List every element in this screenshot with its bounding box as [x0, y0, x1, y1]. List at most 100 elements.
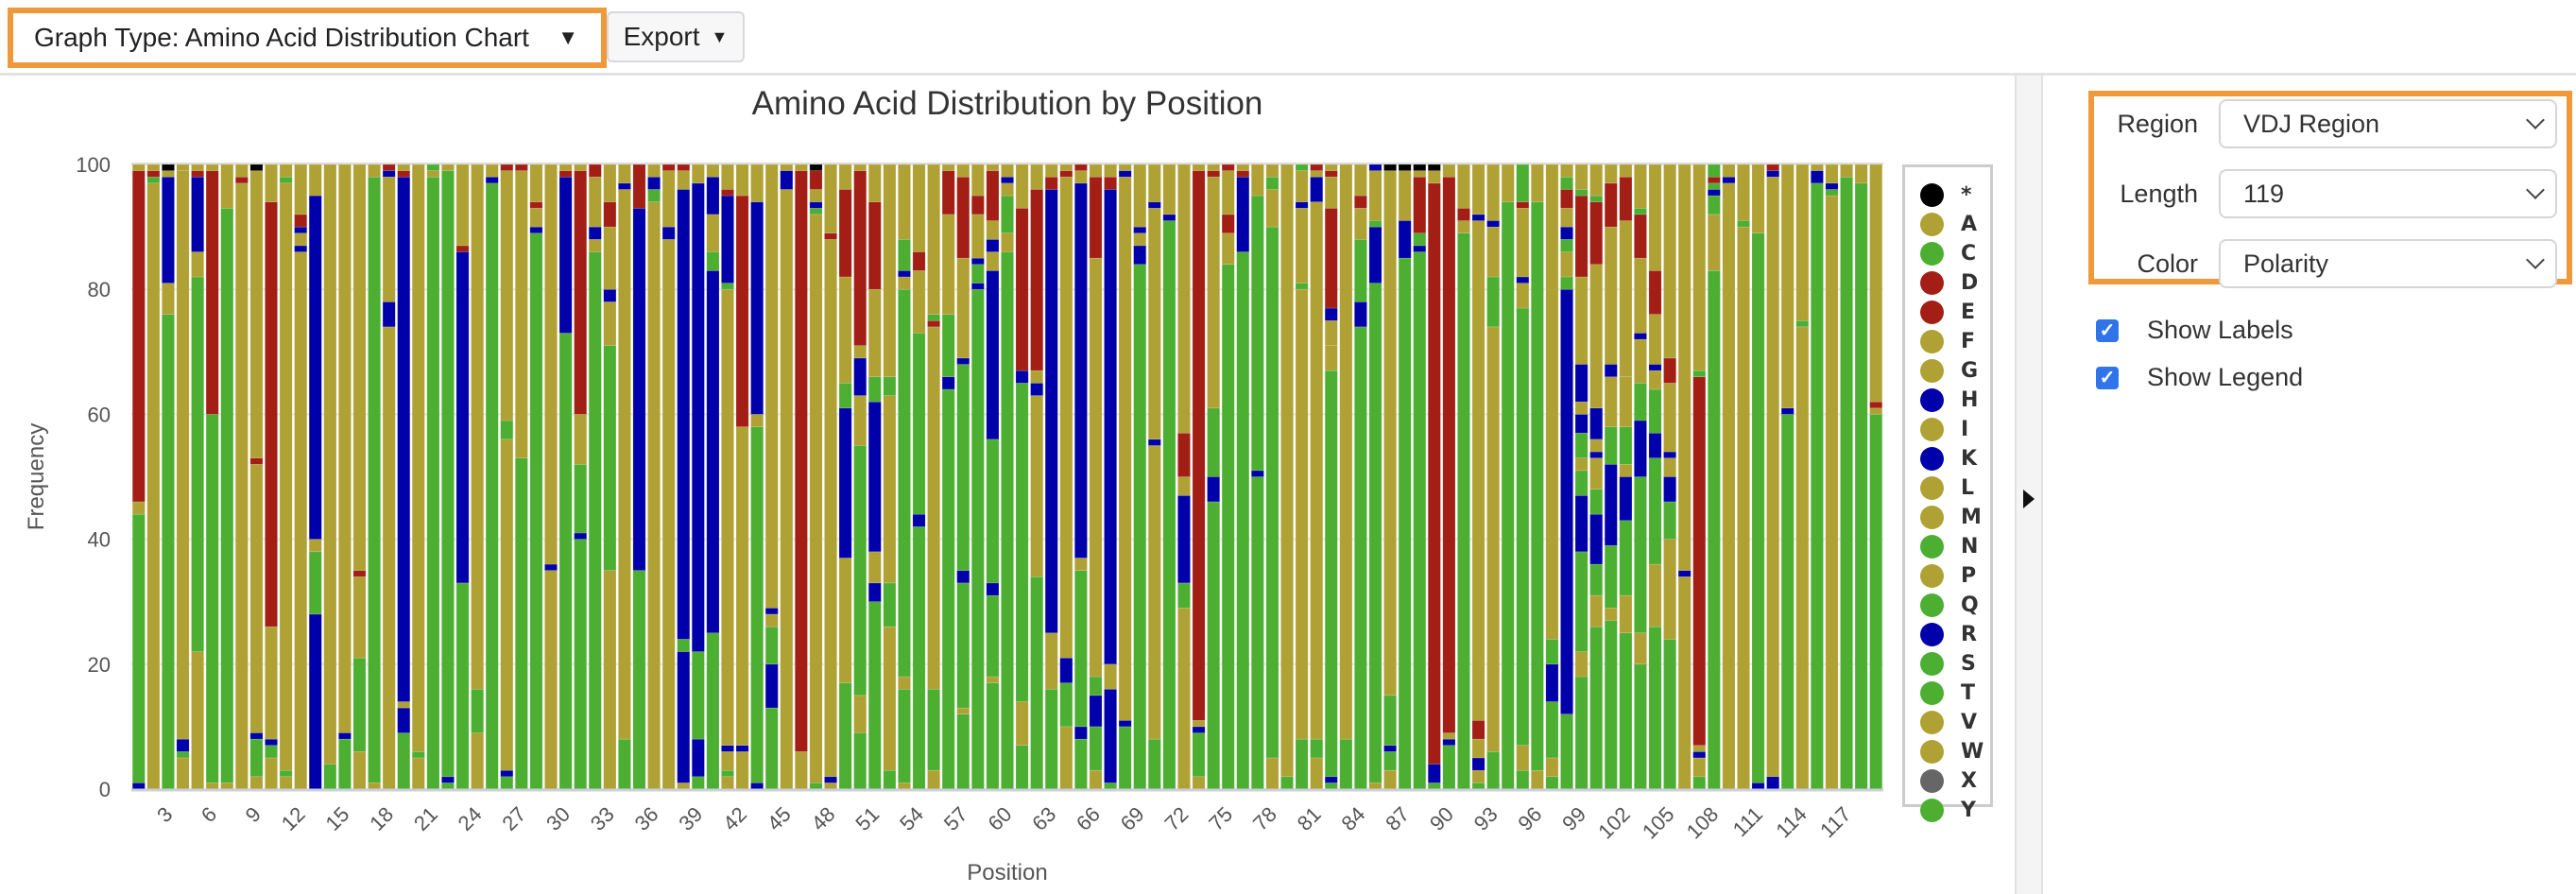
bar-segment[interactable] — [544, 563, 558, 571]
bar-segment[interactable] — [1192, 776, 1206, 790]
bar-segment[interactable] — [1104, 176, 1117, 190]
bar-segment[interactable] — [1471, 757, 1485, 771]
bar-segment[interactable] — [647, 201, 661, 790]
bar-segment[interactable] — [1648, 163, 1662, 271]
bar-segment[interactable] — [912, 163, 926, 252]
position-bar-30[interactable] — [558, 163, 573, 790]
bar-segment[interactable] — [970, 283, 985, 290]
bar-segment[interactable] — [279, 182, 293, 771]
bar-segment[interactable] — [1648, 314, 1662, 365]
position-bar-84[interactable] — [1354, 163, 1367, 790]
bar-segment[interactable] — [1324, 776, 1338, 783]
position-bar-29[interactable] — [544, 163, 558, 790]
bar-segment[interactable] — [455, 251, 470, 584]
bar-segment[interactable] — [1059, 682, 1073, 728]
bar-segment[interactable] — [1722, 176, 1736, 184]
bar-segment[interactable] — [1677, 163, 1692, 571]
bar-segment[interactable] — [1324, 345, 1338, 371]
bar-segment[interactable] — [764, 626, 779, 665]
bar-segment[interactable] — [1501, 201, 1515, 790]
bar-segment[interactable] — [205, 414, 219, 783]
bar-segment[interactable] — [500, 420, 514, 440]
bar-segment[interactable] — [1589, 195, 1604, 202]
bar-segment[interactable] — [1457, 232, 1470, 790]
bar-segment[interactable] — [750, 782, 764, 790]
bar-segment[interactable] — [1310, 163, 1324, 171]
bar-segment[interactable] — [780, 170, 794, 190]
bar-segment[interactable] — [1634, 383, 1647, 421]
bar-segment[interactable] — [853, 445, 867, 696]
bar-segment[interactable] — [558, 176, 573, 334]
bar-segment[interactable] — [558, 163, 573, 171]
bar-segment[interactable] — [220, 163, 234, 209]
bar-segment[interactable] — [1869, 163, 1883, 403]
bar-segment[interactable] — [1059, 176, 1073, 659]
bar-segment[interactable] — [1722, 163, 1736, 178]
bar-segment[interactable] — [853, 357, 867, 396]
bar-segment[interactable] — [603, 301, 617, 346]
bar-segment[interactable] — [1044, 176, 1058, 190]
bar-segment[interactable] — [735, 745, 749, 752]
bar-segment[interactable] — [1648, 457, 1662, 565]
bar-segment[interactable] — [867, 582, 882, 602]
position-bar-118[interactable] — [1854, 163, 1868, 790]
bar-segment[interactable] — [1854, 163, 1868, 184]
bar-segment[interactable] — [1192, 163, 1206, 171]
bar-segment[interactable] — [308, 539, 322, 553]
color-select[interactable]: Polarity — [2219, 239, 2557, 288]
bar-segment[interactable] — [1634, 163, 1647, 209]
bar-segment[interactable] — [1707, 176, 1721, 184]
bar-segment[interactable] — [352, 570, 367, 577]
bar-segment[interactable] — [867, 401, 882, 553]
bar-segment[interactable] — [323, 764, 337, 790]
bar-segment[interactable] — [1324, 170, 1338, 178]
bar-segment[interactable] — [970, 257, 985, 266]
bar-segment[interactable] — [1339, 163, 1353, 740]
bar-segment[interactable] — [352, 576, 367, 659]
bar-segment[interactable] — [1457, 207, 1470, 221]
bar-segment[interactable] — [1486, 163, 1501, 221]
position-bar-34[interactable] — [618, 163, 631, 790]
position-bar-39[interactable] — [691, 163, 705, 790]
bar-segment[interactable] — [249, 463, 264, 733]
bar-segment[interactable] — [1147, 438, 1161, 446]
bar-segment[interactable] — [735, 426, 749, 747]
bar-segment[interactable] — [618, 182, 631, 190]
position-bar-117[interactable] — [1840, 163, 1853, 790]
bar-segment[interactable] — [1737, 220, 1750, 228]
position-bar-50[interactable] — [853, 163, 867, 790]
bar-segment[interactable] — [970, 264, 985, 284]
bar-segment[interactable] — [1516, 163, 1530, 202]
bar-segment[interactable] — [750, 414, 764, 427]
bar-segment[interactable] — [1516, 207, 1530, 278]
bar-segment[interactable] — [588, 163, 602, 178]
bar-segment[interactable] — [956, 163, 970, 178]
bar-segment[interactable] — [441, 163, 455, 171]
bar-segment[interactable] — [956, 713, 970, 790]
bar-segment[interactable] — [1118, 163, 1132, 171]
bar-segment[interactable] — [191, 251, 204, 278]
bar-segment[interactable] — [1663, 383, 1676, 453]
position-bar-59[interactable] — [986, 163, 1000, 790]
bar-segment[interactable] — [588, 226, 602, 240]
position-bar-55[interactable] — [927, 163, 940, 790]
bar-segment[interactable] — [191, 170, 204, 178]
bar-segment[interactable] — [603, 345, 617, 571]
bar-segment[interactable] — [308, 195, 322, 540]
bar-segment[interactable] — [794, 170, 808, 752]
bar-segment[interactable] — [1250, 195, 1264, 472]
bar-segment[interactable] — [1177, 608, 1191, 790]
bar-segment[interactable] — [956, 582, 970, 709]
bar-segment[interactable] — [1589, 451, 1604, 458]
bar-segment[interactable] — [735, 195, 749, 427]
bar-segment[interactable] — [1604, 376, 1618, 427]
bar-segment[interactable] — [1840, 163, 1853, 178]
bar-segment[interactable] — [146, 182, 161, 790]
bar-segment[interactable] — [838, 407, 852, 559]
position-bar-63[interactable] — [1044, 163, 1058, 790]
position-bar-107[interactable] — [1692, 163, 1707, 790]
bar-segment[interactable] — [986, 170, 1000, 221]
bar-segment[interactable] — [941, 214, 955, 315]
position-bar-32[interactable] — [588, 163, 602, 790]
bar-segment[interactable] — [970, 214, 985, 259]
